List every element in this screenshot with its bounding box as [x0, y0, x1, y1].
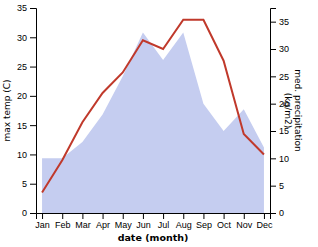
- marks: [42, 20, 264, 213]
- tick-label: Apr: [96, 220, 110, 230]
- tick: Jun: [136, 213, 151, 230]
- y-axis: 0 5 10 15 20 25 30 35: [17, 3, 37, 218]
- tick-label: 0: [279, 208, 284, 218]
- tick-label: 35: [279, 17, 289, 27]
- tick-mark: [183, 213, 184, 219]
- tick-mark: [30, 67, 36, 68]
- tick-label: 5: [279, 181, 284, 191]
- tick: 10: [270, 154, 289, 164]
- y2-axis-title: med. precipitation(kg/m2): [283, 69, 303, 151]
- tick: 30: [270, 44, 289, 54]
- tick-label: 10: [17, 150, 27, 160]
- tick-mark: [62, 213, 63, 219]
- tick-mark: [30, 154, 36, 155]
- tick-mark: [244, 213, 245, 219]
- tick-label: Jun: [136, 220, 151, 230]
- tick: 25: [270, 72, 289, 82]
- tick-mark: [42, 213, 43, 219]
- tick-mark: [103, 213, 104, 219]
- tick-label: 10: [279, 154, 289, 164]
- tick-label: 15: [17, 121, 27, 131]
- precip-area: [42, 33, 264, 213]
- tick-mark: [270, 76, 276, 77]
- tick-label: Sep: [196, 220, 212, 230]
- y2-axis-line: [271, 9, 277, 214]
- tick-mark: [123, 213, 124, 219]
- tick-mark: [270, 22, 276, 23]
- tick-label: 25: [17, 62, 27, 72]
- tick: 5: [270, 181, 284, 191]
- tick: 5: [22, 179, 36, 189]
- tick-mark: [203, 213, 204, 219]
- tick-label: Feb: [55, 220, 71, 230]
- tick-mark: [30, 184, 36, 185]
- tick-mark: [30, 213, 36, 214]
- tick: May: [115, 213, 133, 230]
- tick-label: 25: [279, 72, 289, 82]
- tick: 20: [17, 91, 36, 101]
- tick: 30: [17, 33, 36, 43]
- tick-label: Mar: [75, 220, 91, 230]
- tick-mark: [270, 158, 276, 159]
- tick: Nov: [236, 213, 253, 230]
- tick-label: 20: [17, 91, 27, 101]
- tick-mark: [270, 104, 276, 105]
- tick: 15: [17, 121, 36, 131]
- tick: 0: [270, 208, 284, 218]
- tick: Apr: [96, 213, 110, 230]
- tick-mark: [143, 213, 144, 219]
- tick-mark: [30, 37, 36, 38]
- tick-mark: [30, 8, 36, 9]
- tick: Dec: [256, 213, 273, 230]
- tick-mark: [270, 49, 276, 50]
- tick: 25: [17, 62, 36, 72]
- x-axis-line: [37, 214, 271, 220]
- tick-label: Jan: [35, 220, 50, 230]
- tick-label: 30: [279, 44, 289, 54]
- tick-label: 30: [17, 33, 27, 43]
- tick: 35: [17, 3, 36, 13]
- tick-label: Oct: [217, 220, 232, 230]
- tick-label: 5: [22, 179, 27, 189]
- tick-mark: [270, 213, 276, 214]
- x-axis: Jan Feb Mar Apr MayJun Jul Aug Sep Oct NovDec: [35, 213, 273, 230]
- tick-mark: [270, 186, 276, 187]
- y-axis-title: max temp (C): [2, 79, 12, 141]
- y2-axis-title-line: (kg/m2): [283, 93, 293, 128]
- tick-label: Dec: [256, 220, 273, 230]
- tick: 0: [22, 208, 36, 218]
- x-axis-title: date (month): [118, 232, 189, 243]
- tick-mark: [163, 213, 164, 219]
- tick-label: May: [115, 220, 133, 230]
- tick-mark: [30, 96, 36, 97]
- tick-label: Nov: [236, 220, 253, 230]
- tick: Jul: [158, 213, 170, 230]
- tick: Oct: [217, 213, 232, 230]
- tick-mark: [82, 213, 83, 219]
- chart: Jan Feb Mar Apr MayJun Jul Aug Sep Oct NovDec 0 5 10…: [0, 0, 318, 247]
- tick-label: Aug: [176, 220, 192, 230]
- tick: Mar: [75, 213, 91, 230]
- tick: Feb: [55, 213, 71, 230]
- temp-line: [42, 20, 264, 193]
- tick-mark: [30, 125, 36, 126]
- tick: 10: [17, 150, 36, 160]
- tick-label: 0: [22, 208, 27, 218]
- tick-mark: [224, 213, 225, 219]
- tick-mark: [264, 213, 265, 219]
- tick: 35: [270, 17, 289, 27]
- y2-axis-title-line: med. precipitation: [293, 69, 303, 151]
- tick-label: Jul: [158, 220, 170, 230]
- tick-label: 35: [17, 3, 27, 13]
- tick: Aug: [176, 213, 192, 230]
- tick-mark: [270, 131, 276, 132]
- tick: Jan: [35, 213, 50, 230]
- tick: Sep: [196, 213, 212, 230]
- plot-area: Jan Feb Mar Apr MayJun Jul Aug Sep Oct NovDec 0 5 10…: [2, 3, 303, 243]
- y-axis-line: [30, 9, 37, 214]
